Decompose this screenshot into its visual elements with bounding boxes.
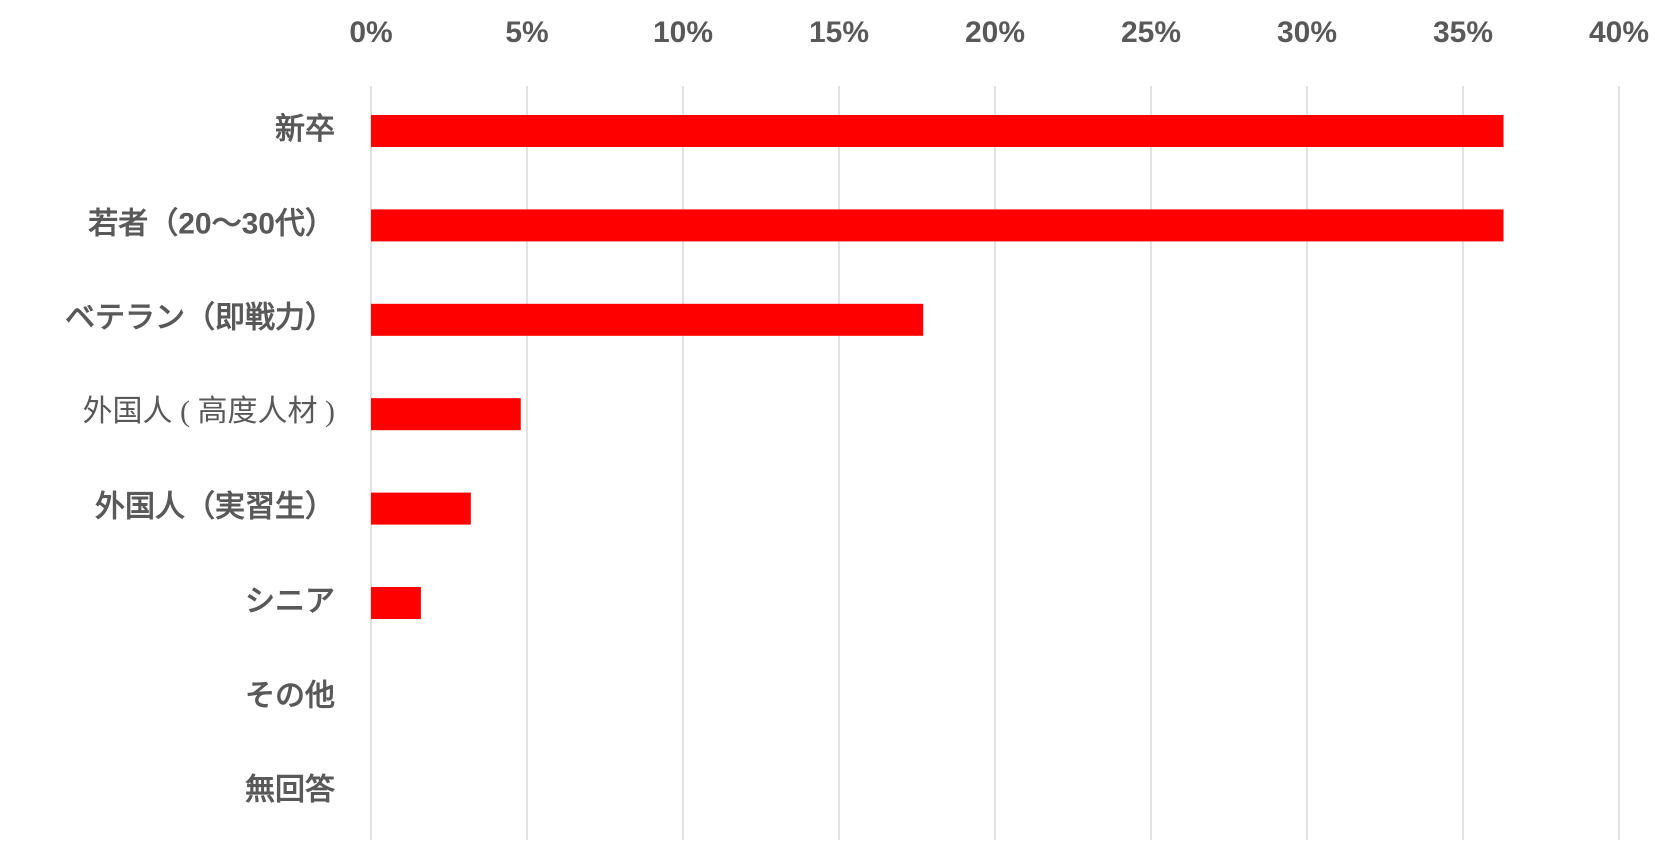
y-tick-label: 外国人（実習生） — [95, 490, 335, 524]
x-tick-label: 25% — [1121, 16, 1181, 49]
x-tick-label: 30% — [1277, 16, 1337, 49]
bar — [371, 492, 471, 525]
bar — [371, 115, 1504, 147]
x-tick-label: 15% — [809, 16, 869, 49]
x-tick-label: 35% — [1433, 16, 1493, 49]
y-tick-label: その他 — [245, 679, 335, 712]
bar — [371, 587, 421, 619]
y-tick-label: 無回答 — [245, 774, 336, 807]
bar — [371, 209, 1504, 242]
y-tick-label: 外国人 ( 高度人材 ) — [83, 395, 335, 428]
x-tick-label: 40% — [1589, 16, 1649, 49]
bar — [371, 303, 924, 336]
y-tick-label: ベテラン（即戦力） — [65, 301, 335, 335]
y-tick-label: シニア — [245, 585, 335, 618]
x-tick-label: 0% — [349, 16, 392, 49]
x-tick-label: 10% — [653, 16, 713, 49]
x-tick-label: 5% — [505, 16, 548, 49]
x-tick-label: 20% — [965, 16, 1025, 49]
bar — [371, 398, 521, 431]
y-tick-label: 若者（20～30代） — [88, 206, 335, 240]
y-tick-label: 新卒 — [275, 113, 335, 146]
